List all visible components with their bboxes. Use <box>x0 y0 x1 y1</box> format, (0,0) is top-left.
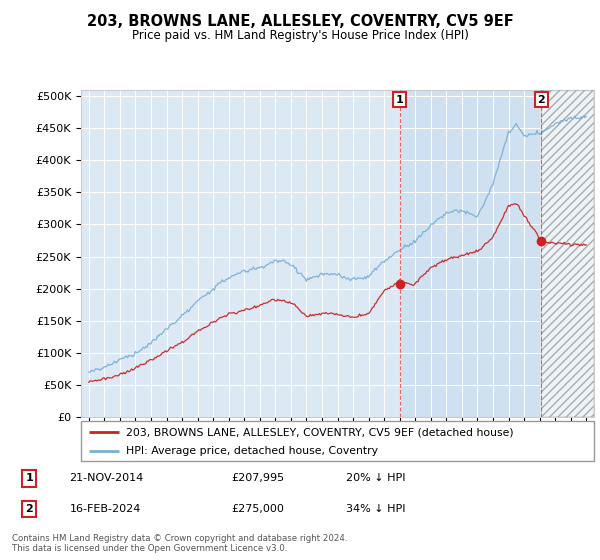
Text: 1: 1 <box>396 95 404 105</box>
Text: 34% ↓ HPI: 34% ↓ HPI <box>346 505 406 514</box>
Text: 21-NOV-2014: 21-NOV-2014 <box>70 473 144 483</box>
Text: 2: 2 <box>538 95 545 105</box>
Bar <box>400 90 541 417</box>
Text: Contains HM Land Registry data © Crown copyright and database right 2024.
This d: Contains HM Land Registry data © Crown c… <box>12 534 347 553</box>
Bar <box>541 90 594 417</box>
Text: 2: 2 <box>25 505 33 514</box>
Text: 16-FEB-2024: 16-FEB-2024 <box>70 505 141 514</box>
Text: £207,995: £207,995 <box>231 473 284 483</box>
Text: 203, BROWNS LANE, ALLESLEY, COVENTRY, CV5 9EF: 203, BROWNS LANE, ALLESLEY, COVENTRY, CV… <box>86 14 514 29</box>
FancyBboxPatch shape <box>81 421 594 461</box>
Bar <box>541 90 594 417</box>
Text: 203, BROWNS LANE, ALLESLEY, COVENTRY, CV5 9EF (detached house): 203, BROWNS LANE, ALLESLEY, COVENTRY, CV… <box>126 427 514 437</box>
Text: HPI: Average price, detached house, Coventry: HPI: Average price, detached house, Cove… <box>126 446 378 455</box>
Text: 1: 1 <box>25 473 33 483</box>
Text: 20% ↓ HPI: 20% ↓ HPI <box>346 473 406 483</box>
Text: Price paid vs. HM Land Registry's House Price Index (HPI): Price paid vs. HM Land Registry's House … <box>131 29 469 42</box>
Bar <box>541 90 594 417</box>
Text: £275,000: £275,000 <box>231 505 284 514</box>
